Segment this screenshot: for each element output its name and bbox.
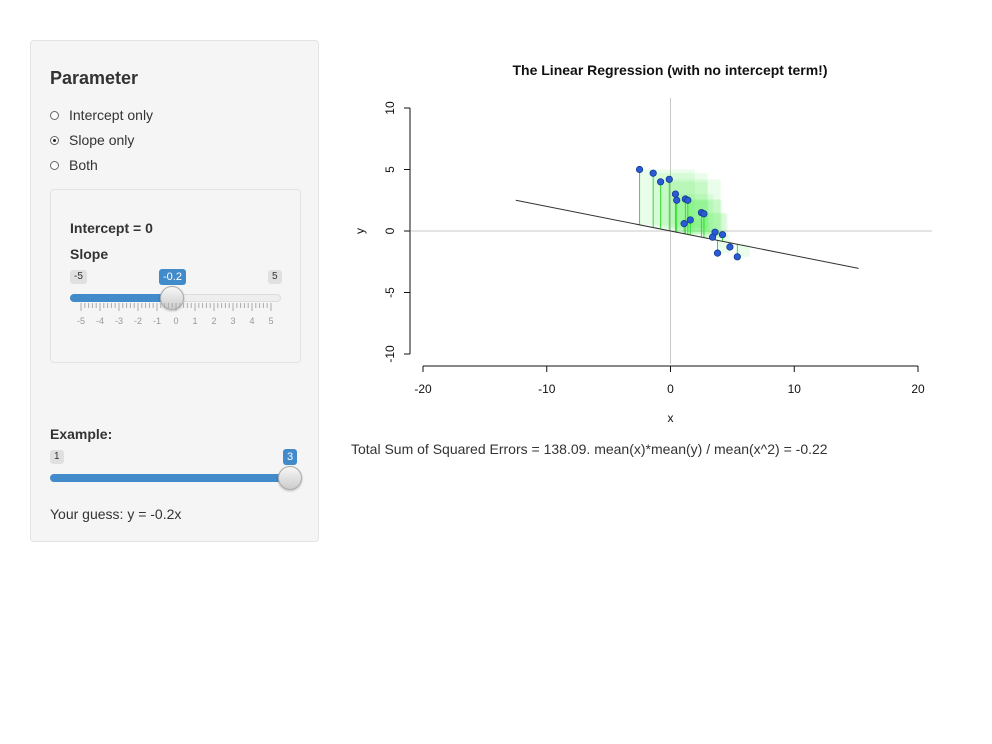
slope-slider-min: -5 [70, 270, 87, 284]
data-point [733, 253, 741, 261]
slope-slider-fill [70, 294, 172, 302]
slope-slider-grid [80, 303, 272, 311]
data-point [665, 175, 673, 183]
slope-tick-label: -1 [152, 316, 162, 326]
data-point [700, 210, 708, 218]
radio-label: Intercept only [69, 107, 154, 123]
y-tick-label: -10 [383, 345, 397, 363]
intercept-value-label: Intercept = 0 [70, 220, 153, 236]
data-point [656, 178, 665, 186]
x-tick-label: -10 [538, 382, 556, 396]
slope-tick-marks [80, 303, 272, 311]
slope-tick-label: 1 [192, 316, 198, 326]
example-slider-min: 1 [50, 450, 64, 464]
squared-error-box [717, 240, 731, 254]
chart-title: The Linear Regression (with no intercept… [512, 62, 827, 78]
guess-text: Your guess: y = -0.2x [50, 506, 182, 522]
squared-error-box [722, 234, 730, 242]
slope-tick-label: 5 [268, 316, 274, 326]
radio-both[interactable]: Both [50, 155, 98, 175]
x-tick-label: 10 [788, 382, 802, 396]
squared-error-box [684, 223, 695, 234]
radio-button-checked-icon[interactable] [50, 135, 59, 145]
example-slider-value: 3 [283, 449, 298, 465]
squared-error-box [687, 200, 723, 235]
plot-area: -20 -10 0 10 20 -10 -5 0 5 10 [383, 98, 932, 396]
squared-error-box [737, 244, 750, 257]
slope-tick-label: 0 [173, 316, 179, 326]
sum-squared-errors-text: Total Sum of Squared Errors = 138.09. me… [351, 441, 828, 457]
sidebar-panel: Parameter Intercept only Slope only Both… [30, 40, 319, 542]
radio-label: Both [69, 157, 98, 173]
conditional-panel: Intercept = 0 Slope -5 5 -0.2 -5 -4 -3 -… [50, 189, 301, 363]
slope-tick-label: 2 [211, 316, 217, 326]
data-point [726, 243, 734, 251]
y-tick-label: 5 [383, 166, 397, 173]
slope-tick-label: -4 [95, 316, 105, 326]
data-point [713, 249, 722, 257]
radio-intercept-only[interactable]: Intercept only [50, 105, 153, 125]
y-axis-label: y [353, 228, 367, 234]
radio-button-icon[interactable] [50, 110, 59, 120]
y-tick-label: -5 [383, 287, 397, 298]
radio-slope-only[interactable]: Slope only [50, 130, 134, 150]
slope-tick-label: -2 [133, 316, 143, 326]
slope-tick-label: -3 [114, 316, 124, 326]
data-point [684, 196, 692, 204]
example-slider-fill [50, 474, 290, 482]
radio-label: Slope only [69, 132, 135, 148]
regression-plot: The Linear Regression (with no intercept… [353, 62, 932, 425]
slope-slider-value: -0.2 [159, 269, 186, 285]
x-tick-label: -20 [414, 382, 432, 396]
data-point [680, 220, 688, 228]
data-point [649, 169, 657, 177]
x-axis-label: x [668, 411, 674, 425]
radio-button-icon[interactable] [50, 160, 59, 170]
data-point [708, 233, 717, 241]
data-point [718, 231, 727, 239]
x-tick-label: 20 [911, 382, 925, 396]
squared-error-box [669, 179, 721, 231]
data-point [671, 190, 680, 198]
data-point [686, 216, 694, 224]
fitted-regression-line [515, 199, 859, 269]
slope-label: Slope [70, 246, 109, 262]
slope-tick-label: 4 [249, 316, 255, 326]
y-tick-label: 10 [383, 101, 397, 115]
data-point [635, 165, 644, 174]
slope-tick-label: -5 [76, 316, 86, 326]
example-slider-handle[interactable] [278, 466, 302, 490]
x-tick-label: 0 [667, 382, 674, 396]
data-point [673, 196, 681, 204]
slope-slider-max: 5 [268, 270, 282, 284]
y-tick-label: 0 [383, 227, 397, 234]
slope-tick-label: 3 [230, 316, 236, 326]
squared-error-box [715, 232, 723, 240]
example-label: Example: [50, 426, 113, 442]
parameter-heading: Parameter [50, 68, 139, 88]
